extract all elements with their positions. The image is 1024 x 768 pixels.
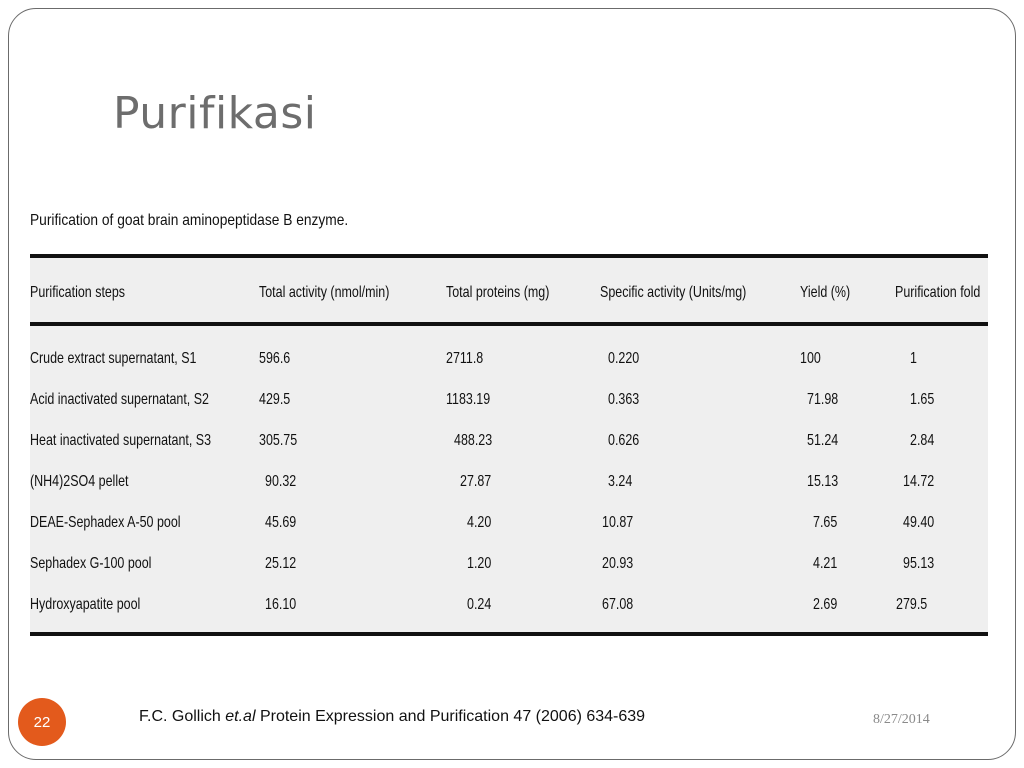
- row-step: Crude extract supernatant, S1: [30, 350, 197, 367]
- header-purification-steps: Purification steps: [30, 284, 126, 301]
- row-specific-activity: 10.87: [602, 514, 634, 531]
- row-yield: 71.98: [807, 391, 839, 408]
- row-specific-activity: 0.363: [608, 391, 640, 408]
- row-total-proteins: 1183.19: [446, 391, 491, 408]
- table-row: Sephadex G-100 pool 25.12 1.20 20.93 4.2…: [30, 543, 988, 583]
- table-row: DEAE-Sephadex A-50 pool 45.69 4.20 10.87…: [30, 502, 988, 542]
- row-yield: 100: [800, 350, 821, 367]
- purification-table: Purification steps Total activity (nmol/…: [30, 254, 988, 636]
- row-yield: 4.21: [813, 555, 838, 572]
- row-specific-activity: 0.626: [608, 432, 640, 449]
- slide-number: 22: [33, 713, 51, 731]
- row-total-proteins: 1.20: [467, 555, 492, 572]
- row-yield: 2.69: [813, 596, 838, 613]
- row-total-activity: 429.5: [259, 391, 291, 408]
- slide-number-badge: 22: [18, 698, 66, 746]
- row-specific-activity: 0.220: [608, 350, 640, 367]
- row-purification-fold: 1.65: [910, 391, 935, 408]
- slide-title: Purifikasi: [113, 88, 317, 139]
- row-purification-fold: 49.40: [903, 514, 935, 531]
- row-total-activity: 90.32: [265, 473, 297, 490]
- row-step: Sephadex G-100 pool: [30, 555, 152, 572]
- table-header-row: Purification steps Total activity (nmol/…: [30, 258, 988, 326]
- table-row: Acid inactivated supernatant, S2 429.5 1…: [30, 379, 988, 419]
- row-total-proteins: 4.20: [467, 514, 492, 531]
- row-step: Heat inactivated supernatant, S3: [30, 432, 212, 449]
- row-total-activity: 596.6: [259, 350, 291, 367]
- slide-date: 8/27/2014: [873, 712, 930, 727]
- header-specific-activity: Specific activity (Units/mg): [600, 284, 747, 301]
- row-yield: 15.13: [807, 473, 839, 490]
- row-purification-fold: 14.72: [903, 473, 935, 490]
- header-purification-fold: Purification fold: [895, 284, 981, 301]
- row-yield: 51.24: [807, 432, 839, 449]
- row-step: (NH4)2SO4 pellet: [30, 473, 129, 490]
- row-total-activity: 45.69: [265, 514, 297, 531]
- row-step: Acid inactivated supernatant, S2: [30, 391, 209, 408]
- table-row: Heat inactivated supernatant, S3 305.75 …: [30, 420, 988, 460]
- table-row: Crude extract supernatant, S1 596.6 2711…: [30, 338, 988, 378]
- header-yield: Yield (%): [800, 284, 851, 301]
- row-total-activity: 305.75: [259, 432, 298, 449]
- header-total-activity: Total activity (nmol/min): [259, 284, 390, 301]
- table-caption: Purification of goat brain aminopeptidas…: [30, 212, 349, 229]
- row-total-activity: 16.10: [265, 596, 297, 613]
- header-total-proteins: Total proteins (mg): [446, 284, 550, 301]
- citation: F.C. Gollich et.al Protein Expression an…: [139, 708, 645, 726]
- table-row: Hydroxyapatite pool 16.10 0.24 67.08 2.6…: [30, 584, 988, 624]
- row-purification-fold: 279.5: [896, 596, 928, 613]
- row-yield: 7.65: [813, 514, 838, 531]
- row-total-proteins: 488.23: [454, 432, 493, 449]
- row-purification-fold: 1: [910, 350, 917, 367]
- row-step: DEAE-Sephadex A-50 pool: [30, 514, 181, 531]
- row-total-proteins: 27.87: [460, 473, 492, 490]
- row-step: Hydroxyapatite pool: [30, 596, 141, 613]
- row-specific-activity: 67.08: [602, 596, 634, 613]
- row-purification-fold: 95.13: [903, 555, 935, 572]
- citation-source: Protein Expression and Purification 47 (…: [259, 708, 646, 725]
- table-row: (NH4)2SO4 pellet 90.32 27.87 3.24 15.13 …: [30, 461, 988, 501]
- row-total-proteins: 0.24: [467, 596, 492, 613]
- row-specific-activity: 20.93: [602, 555, 634, 572]
- row-specific-activity: 3.24: [608, 473, 633, 490]
- row-total-activity: 25.12: [265, 555, 297, 572]
- citation-etal: et.al: [225, 708, 256, 725]
- row-total-proteins: 2711.8: [446, 350, 484, 367]
- row-purification-fold: 2.84: [910, 432, 935, 449]
- citation-authors: F.C. Gollich: [139, 708, 221, 725]
